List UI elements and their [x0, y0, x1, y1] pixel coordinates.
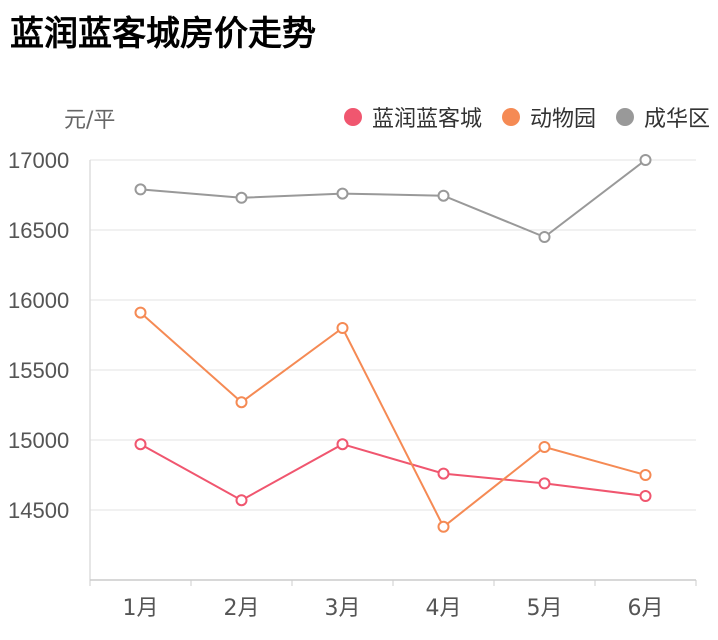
y-tick-label: 16500 [8, 218, 69, 243]
series-line-lanrun [140, 443, 646, 502]
data-point-chenghua [437, 189, 450, 202]
data-point-zoo [639, 469, 652, 481]
y-tick-label: 15500 [8, 358, 69, 383]
x-tick-label: 5月 [527, 596, 563, 621]
data-point-zoo [235, 396, 248, 409]
legend-label-zoo: 动物园 [529, 107, 596, 132]
y-tick-label: 15000 [8, 428, 69, 453]
x-tick-label: 2月 [224, 596, 260, 621]
legend-label-chenghua: 成华区 [643, 107, 710, 132]
data-point-lanrun [437, 467, 450, 480]
data-point-lanrun [639, 490, 652, 502]
data-point-zoo [538, 441, 551, 453]
data-point-chenghua [336, 187, 349, 200]
x-tick-label: 3月 [325, 596, 361, 621]
legend-item-lanrun[interactable]: 蓝润蓝客城 [343, 101, 482, 133]
series-line-zoo [139, 311, 646, 529]
y-tick-label: 17000 [8, 148, 69, 173]
legend-marker-lanrun [343, 108, 362, 126]
chart-title: 蓝润蓝客城房价走势 [10, 14, 316, 54]
data-point-chenghua [235, 191, 248, 204]
legend: 蓝润蓝客城 动物园 成华区 [324, 101, 710, 133]
y-tick-label: 16000 [8, 288, 69, 313]
data-point-chenghua [538, 231, 551, 243]
x-tick-label: 6月 [628, 596, 664, 621]
y-tick-label: 14500 [8, 498, 69, 523]
data-point-zoo [134, 306, 147, 319]
legend-marker-chenghua [615, 108, 634, 126]
data-point-lanrun [336, 438, 349, 451]
data-point-zoo [336, 322, 349, 334]
legend-item-zoo[interactable]: 动物园 [501, 101, 596, 133]
data-point-lanrun [538, 477, 551, 490]
y-axis-unit-label: 元/平 [64, 108, 116, 133]
legend-item-chenghua[interactable]: 成华区 [615, 101, 710, 133]
data-point-chenghua [134, 183, 147, 196]
legend-label-lanrun: 蓝润蓝客城 [371, 107, 482, 132]
x-tick-label: 4月 [426, 596, 462, 621]
data-point-lanrun [134, 438, 147, 451]
x-tick-label: 1月 [123, 596, 159, 621]
data-point-lanrun [235, 494, 248, 507]
data-point-chenghua [639, 154, 652, 166]
legend-marker-zoo [501, 108, 520, 126]
series-line-chenghua [140, 159, 647, 239]
data-point-zoo [437, 520, 450, 533]
